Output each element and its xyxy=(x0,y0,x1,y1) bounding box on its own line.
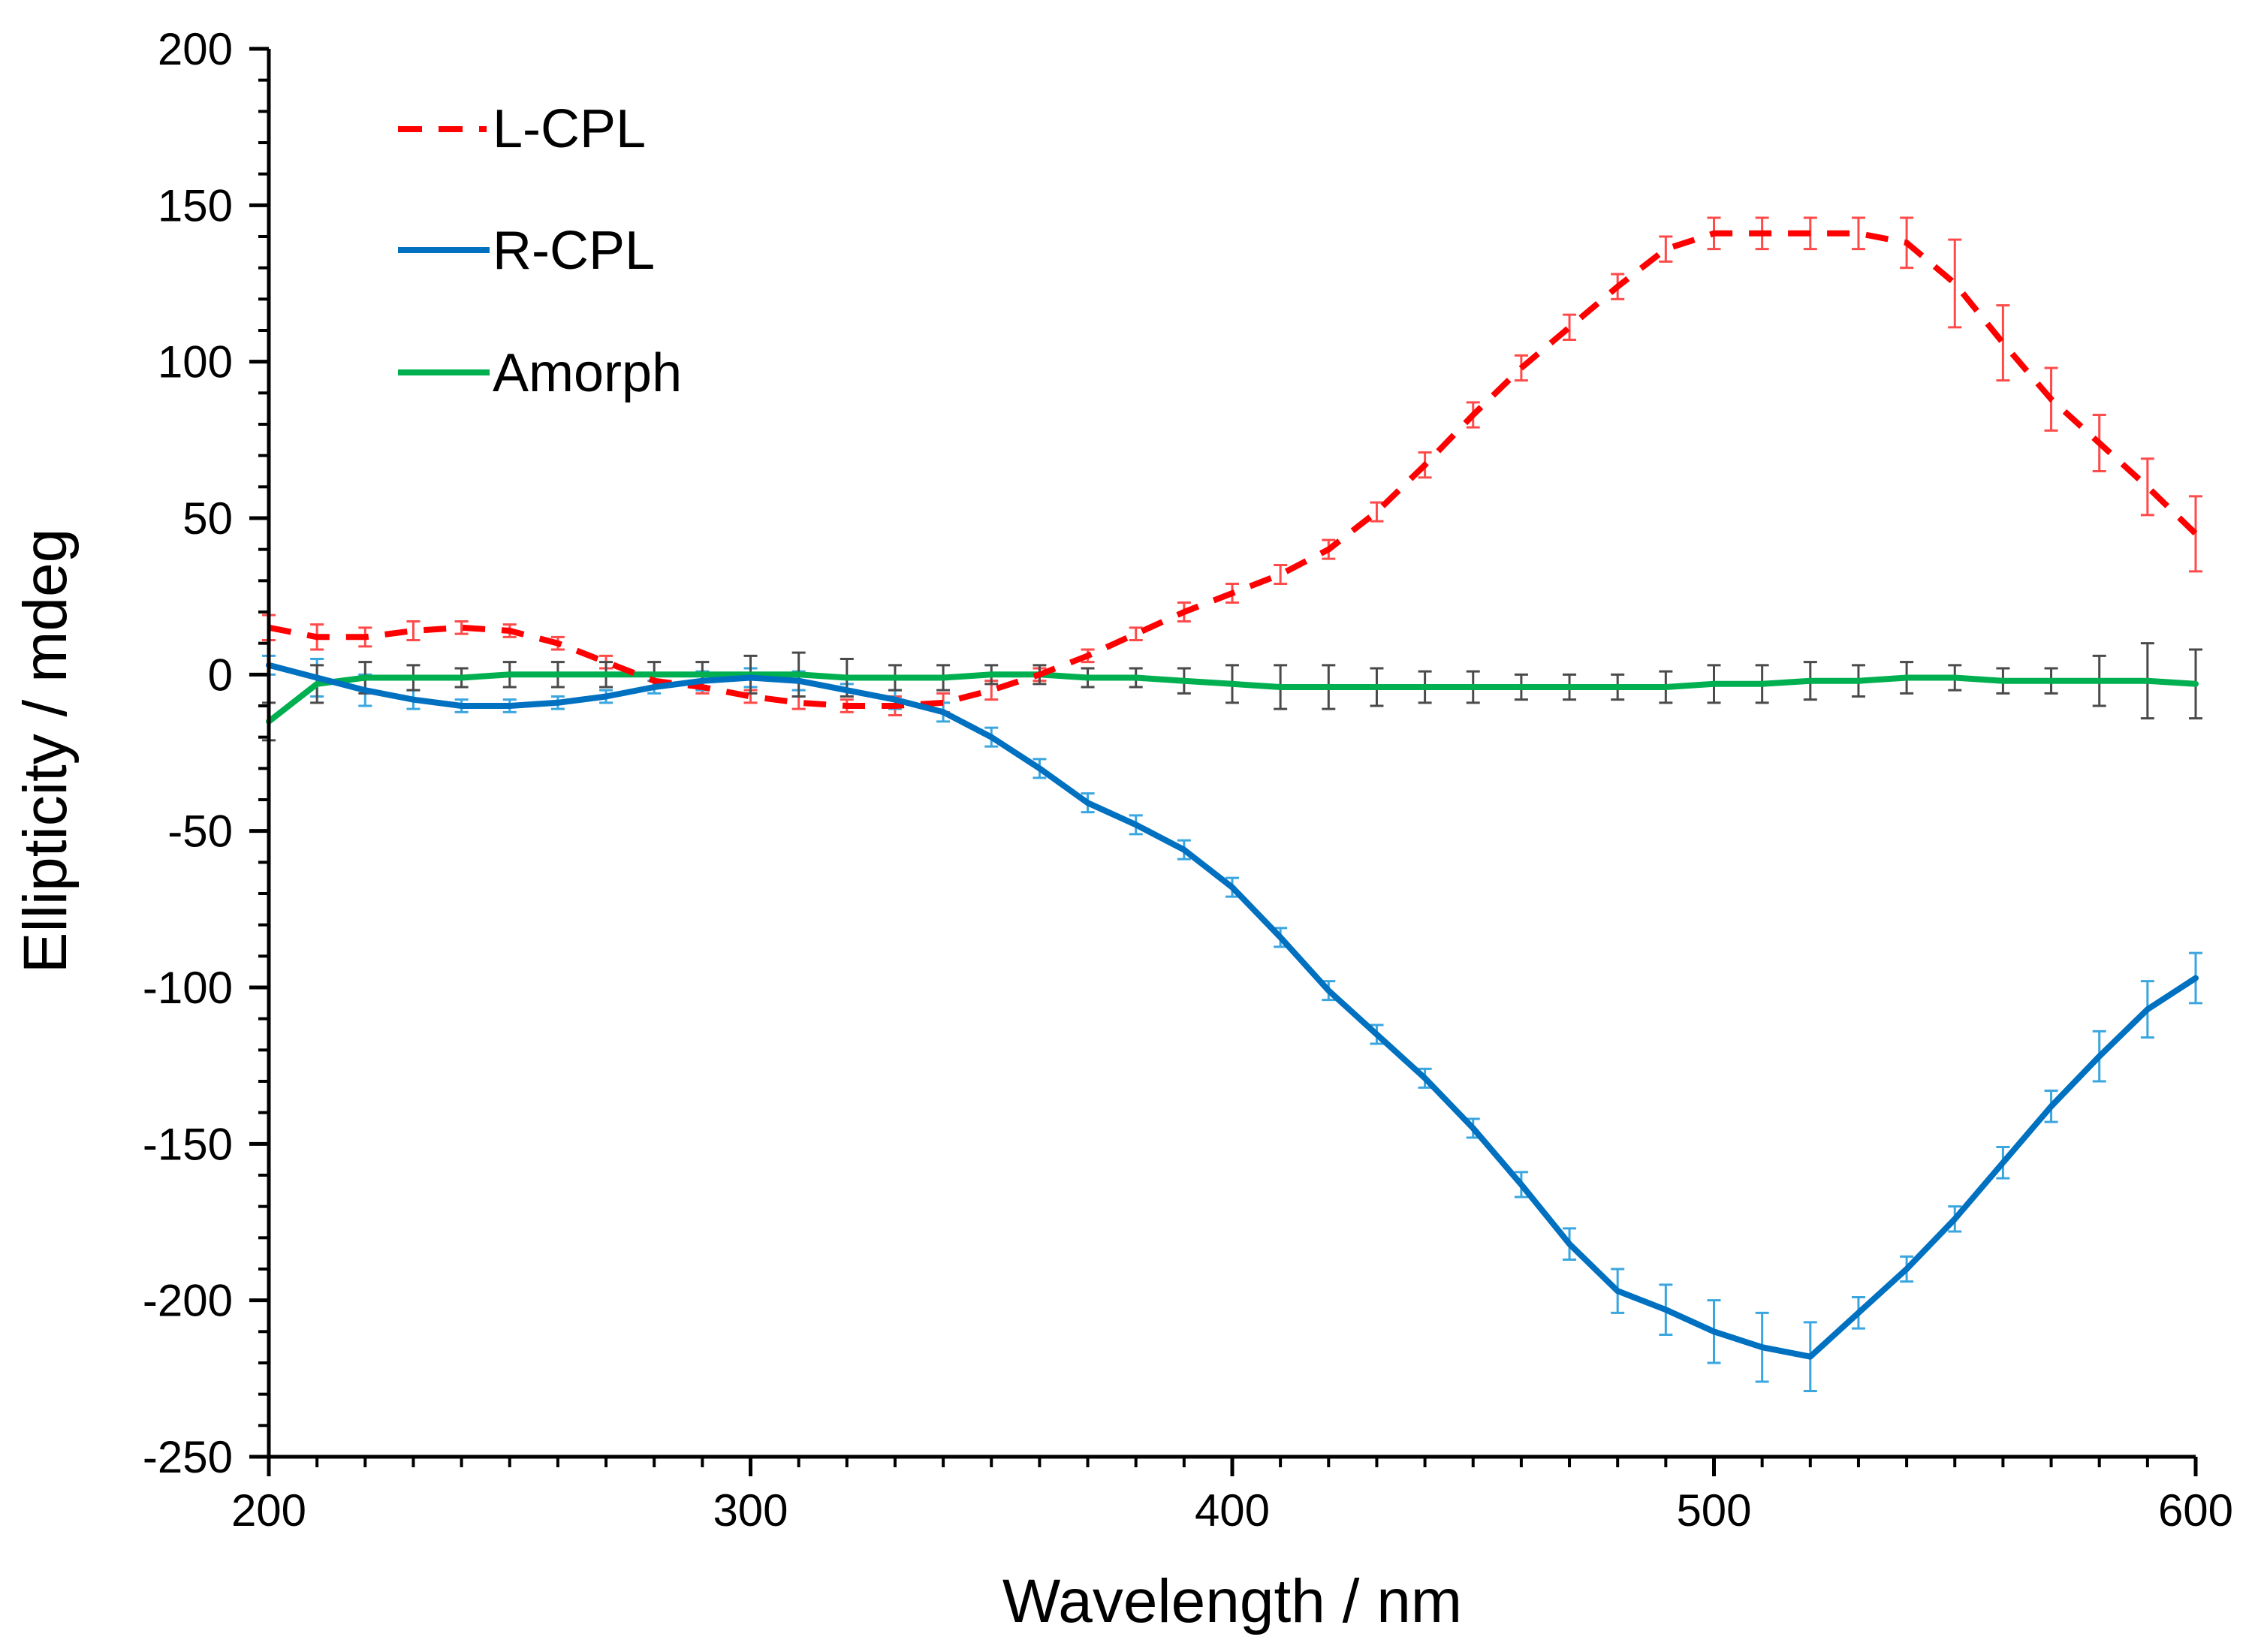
error-bar-l-cpl xyxy=(2140,457,2154,517)
series-line-amorph xyxy=(266,671,2199,725)
x-tick-label: 500 xyxy=(1676,1485,1751,1536)
x-tick-label: 600 xyxy=(2158,1485,2233,1536)
legend-label-l-cpl: L-CPL xyxy=(493,99,646,159)
axis-ticks: -250 -200 -150 -100 -50 0 50 100 150 200 200 300 400… xyxy=(143,24,2233,1536)
error-bar-l-cpl xyxy=(1129,626,1143,641)
y-tick-label: 100 xyxy=(158,337,233,387)
y-tick-label: -250 xyxy=(143,1432,233,1482)
x-tick-label: 400 xyxy=(1195,1485,1270,1536)
y-tick-label: 50 xyxy=(182,493,233,544)
y-axis-title: Ellipticity / mdeg xyxy=(11,529,80,973)
error-bar-l-cpl xyxy=(406,620,421,641)
y-tick-label: 0 xyxy=(208,650,233,700)
error-bar-l-cpl xyxy=(454,620,469,635)
x-tick-label: 200 xyxy=(231,1485,306,1536)
y-tick-label: -200 xyxy=(143,1276,233,1326)
series-lines xyxy=(266,230,2199,1360)
legend: L-CPL R-CPL Amorph xyxy=(398,99,682,403)
error-bars xyxy=(262,216,2202,1392)
error-bar-l-cpl xyxy=(1996,304,2010,382)
error-bar-l-cpl xyxy=(1948,238,1962,329)
error-bar-l-cpl xyxy=(1851,216,1865,251)
x-axis-title: Wavelength / nm xyxy=(1002,1567,1462,1635)
error-bar-l-cpl xyxy=(1274,564,1288,585)
legend-label-amorph: Amorph xyxy=(493,343,682,403)
y-tick-label: 150 xyxy=(158,180,233,231)
series-line-l-cpl xyxy=(268,230,2198,709)
y-tick-label: 200 xyxy=(158,24,233,74)
error-bar-l-cpl xyxy=(1659,235,1673,263)
error-bar-l-cpl xyxy=(1563,313,1577,341)
y-tick-label: -150 xyxy=(143,1119,233,1169)
y-tick-label: -100 xyxy=(143,963,233,1013)
error-bar-l-cpl xyxy=(1370,501,1384,523)
x-tick-label: 300 xyxy=(713,1485,788,1536)
error-bar-l-cpl xyxy=(2189,495,2202,573)
legend-label-r-cpl: R-CPL xyxy=(493,221,655,281)
series-line-r-cpl xyxy=(266,662,2199,1360)
y-tick-label: -50 xyxy=(167,806,233,857)
